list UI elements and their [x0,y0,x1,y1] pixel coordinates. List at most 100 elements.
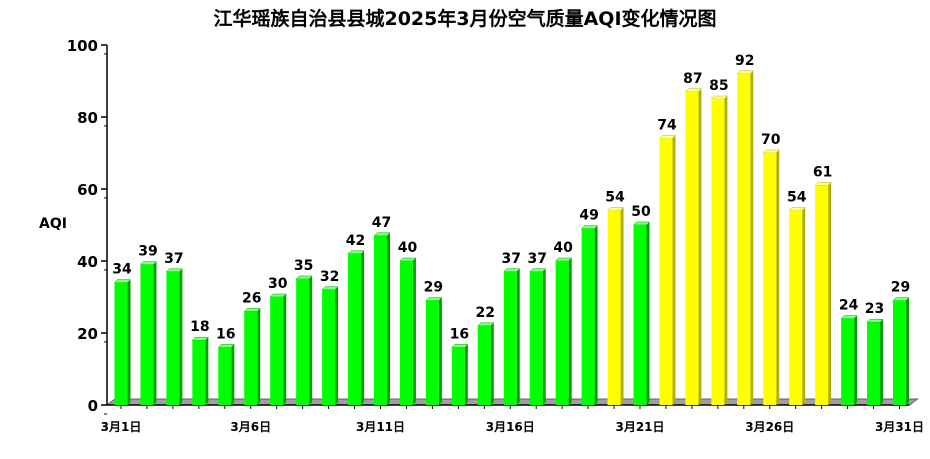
bar-top [892,297,910,301]
bar-side [568,258,572,405]
bar [296,279,310,405]
bar-side [802,207,806,405]
bar-side [490,322,494,405]
data-label: 34 [112,262,132,278]
bar [763,153,777,405]
x-tick-label: 3月11日 [356,420,405,434]
y-tick-label: 80 [77,109,98,127]
bar-side [283,294,287,405]
bar-top [113,279,132,283]
bar-side [906,297,909,405]
bar [711,99,725,405]
bar [633,225,647,405]
bar [841,318,855,405]
bar-side [153,261,157,405]
y-tick-label: 0 [88,397,98,415]
x-tick-label: 3月1日 [101,420,142,434]
data-label: 26 [242,290,261,306]
bar [529,271,543,405]
data-label: 30 [268,276,288,292]
bar-side [698,88,702,406]
bar-top [606,207,625,211]
data-label: 54 [605,190,625,206]
bar-top [321,286,339,291]
data-label: 61 [813,164,832,180]
data-label: 37 [502,251,521,267]
bar-side [231,344,235,405]
data-label: 37 [527,251,546,267]
data-label: 70 [761,132,781,148]
bar-top [866,318,884,323]
bar-top [788,207,806,211]
bar-top [710,95,728,100]
bar [607,210,621,405]
bar-top [580,225,599,229]
bar-top [503,268,521,273]
data-label: 24 [839,298,859,314]
bar [737,73,751,406]
bar [218,347,232,405]
bar-top [451,344,469,348]
bar [555,261,569,405]
data-label: 23 [865,301,884,317]
bar-top [684,88,703,93]
data-label: 40 [398,240,418,256]
bar-side [880,319,884,405]
bar-top [399,257,417,262]
data-label: 40 [553,240,573,256]
bar-top [840,315,858,319]
bar [867,322,881,405]
bar [477,325,491,405]
bar-side [257,308,261,405]
bar-side [620,207,624,405]
bar [685,91,699,406]
bar-top [814,182,832,186]
bar-top [295,275,313,280]
bar-side [205,337,209,405]
data-label: 50 [631,204,651,220]
data-label: 32 [320,269,339,285]
data-label: 29 [424,280,443,296]
bar [503,271,517,405]
bar-side [776,150,780,405]
bar-top [165,268,184,273]
data-label: 85 [709,78,728,94]
bar-side [750,70,754,406]
bar-side [854,315,858,405]
bar-top [477,322,495,327]
bar-side [438,297,442,405]
data-label: 29 [891,280,910,296]
bar [374,235,387,405]
bar [451,347,465,405]
bar-top [139,261,158,265]
bar [140,264,154,405]
bar [192,340,206,405]
data-label: 16 [216,326,235,342]
bar [789,210,803,405]
bar [399,261,413,405]
x-tick-label: 3月26日 [745,420,794,434]
data-label: 74 [657,118,677,134]
bar-top [243,308,261,312]
x-tick-label: 3月16日 [486,420,535,434]
data-label: 49 [579,208,598,224]
data-label: 54 [787,190,807,206]
data-label: 39 [138,244,157,260]
bar-top [529,268,547,273]
bar [581,228,595,405]
x-tick-label: 3月21日 [615,420,664,434]
bar-side [127,279,131,405]
bar [244,311,258,405]
bar-side [361,250,365,405]
bar-side [724,96,728,405]
bar-side [464,344,468,405]
bar-side [516,268,520,405]
bar [114,282,128,405]
bar-top [736,70,754,75]
data-label: 18 [190,319,209,335]
bar-side [542,268,546,405]
data-label: 16 [450,326,469,342]
bar-top [762,149,780,154]
